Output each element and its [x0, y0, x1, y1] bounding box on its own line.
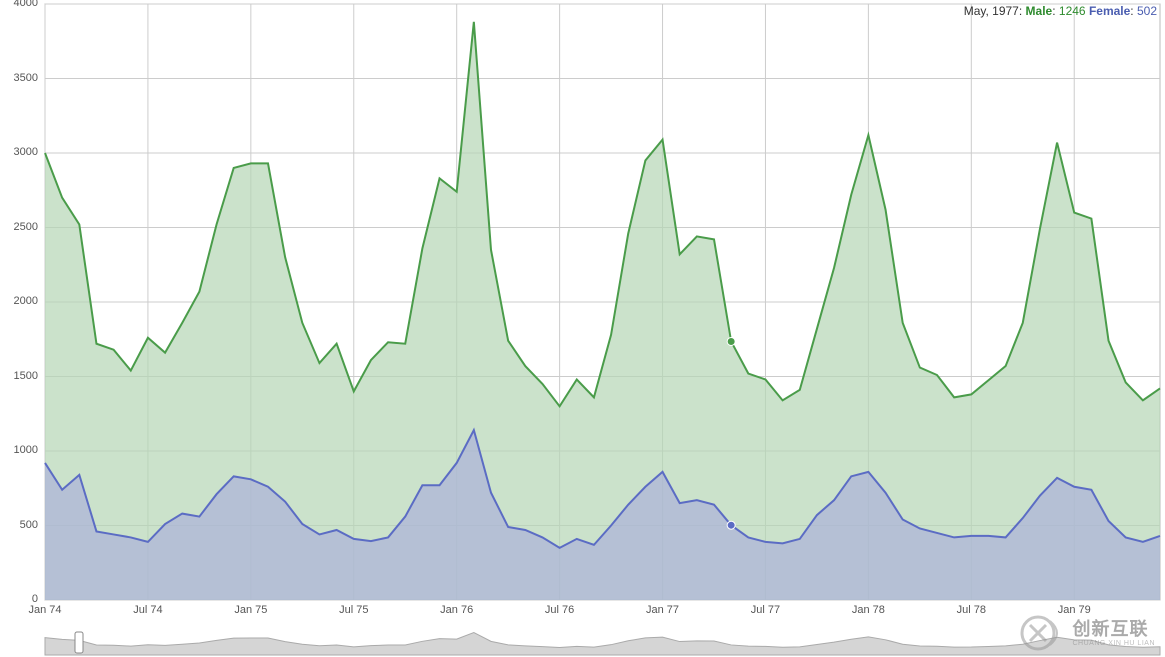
chart-container — [0, 0, 1165, 657]
x-tick-label: Jul 75 — [339, 604, 368, 616]
x-tick-label: Jul 74 — [133, 604, 162, 616]
overview-handle[interactable] — [75, 632, 83, 653]
y-tick-label: 1500 — [0, 370, 38, 382]
x-tick-label: Jan 74 — [28, 604, 61, 616]
tooltip-male-value: 1246 — [1059, 4, 1086, 18]
x-tick-label: Jul 77 — [751, 604, 780, 616]
x-tick-label: Jan 77 — [646, 604, 679, 616]
tooltip-male-label: Male — [1026, 4, 1053, 18]
tooltip-female-value: 502 — [1137, 4, 1157, 18]
tooltip-female-label: Female — [1089, 4, 1130, 18]
y-tick-label: 3000 — [0, 146, 38, 158]
tooltip-date: May, 1977 — [964, 4, 1019, 18]
y-tick-label: 500 — [0, 519, 38, 531]
x-tick-label: Jan 76 — [440, 604, 473, 616]
x-tick-label: Jan 75 — [234, 604, 267, 616]
chart-svg[interactable] — [0, 0, 1165, 657]
y-tick-label: 3500 — [0, 72, 38, 84]
hover-marker-male — [727, 337, 735, 345]
y-tick-label: 4000 — [0, 0, 38, 9]
y-tick-label: 2500 — [0, 221, 38, 233]
hover-marker-female — [727, 521, 735, 529]
overview-silhouette[interactable] — [45, 633, 1160, 656]
y-tick-label: 1000 — [0, 444, 38, 456]
x-tick-label: Jan 78 — [852, 604, 885, 616]
x-tick-label: Jul 76 — [545, 604, 574, 616]
y-tick-label: 2000 — [0, 295, 38, 307]
hover-tooltip: May, 1977: Male: 1246 Female: 502 — [964, 4, 1157, 18]
x-tick-label: Jan 79 — [1058, 604, 1091, 616]
x-tick-label: Jul 78 — [957, 604, 986, 616]
